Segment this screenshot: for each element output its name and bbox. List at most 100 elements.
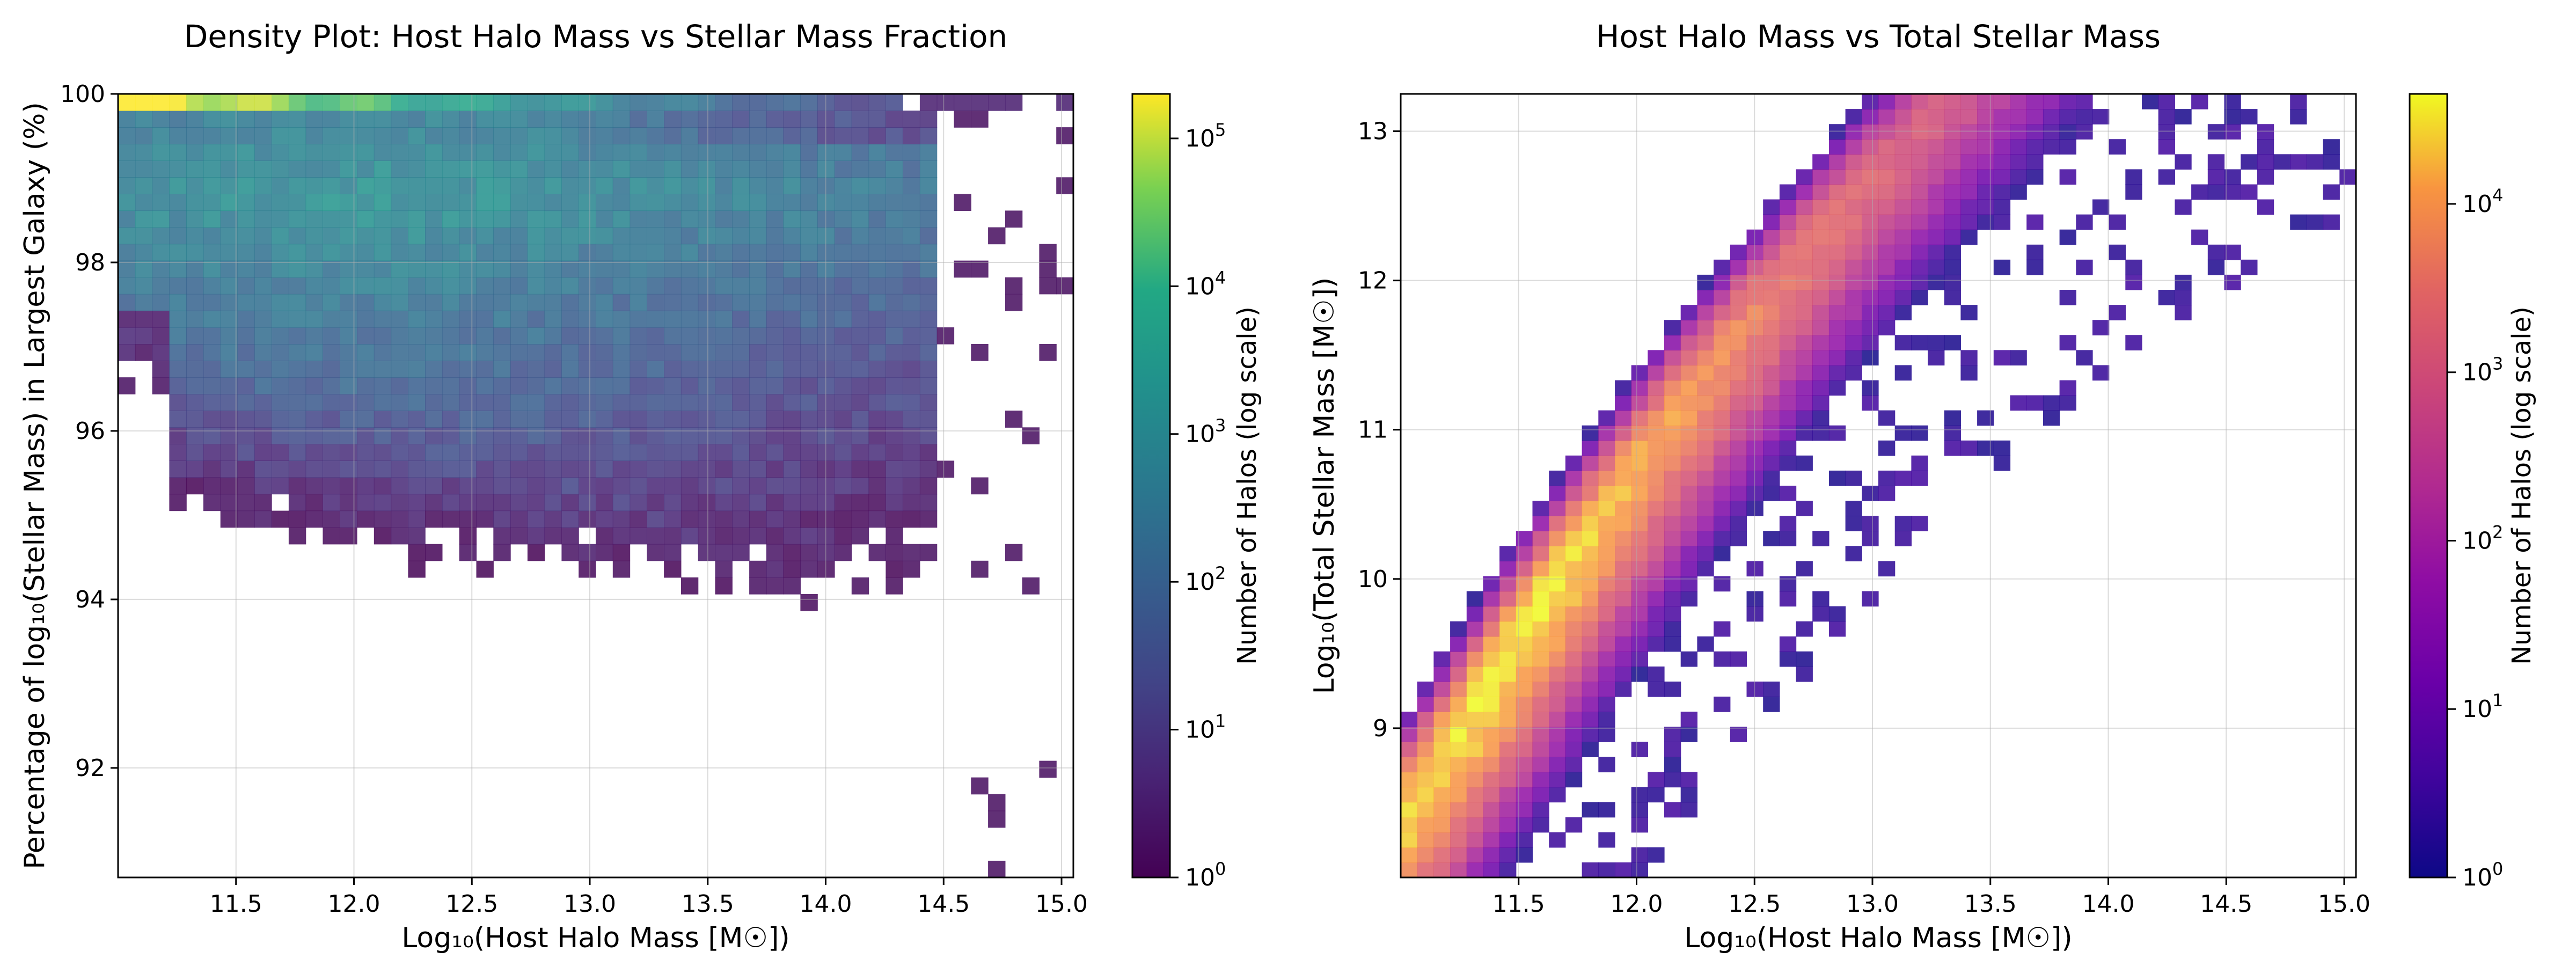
heatmap-cell [459, 94, 477, 111]
heatmap-cell [510, 327, 528, 345]
heatmap-cell [561, 394, 579, 411]
heatmap-cell [408, 411, 426, 428]
heatmap-cell [2109, 139, 2126, 155]
heatmap-cell [476, 144, 494, 161]
heatmap-cell [612, 460, 631, 478]
heatmap-cell [1615, 440, 1632, 456]
heatmap-cell [680, 160, 699, 178]
heatmap-cell [1450, 727, 1467, 742]
heatmap-cell [254, 127, 272, 144]
heatmap-cell [203, 344, 221, 361]
heatmap-cell [169, 427, 187, 444]
heatmap-cell [1730, 335, 1747, 350]
heatmap-cell [442, 260, 460, 278]
heatmap-cell [612, 411, 631, 428]
heatmap-cell [1714, 365, 1731, 381]
heatmap-cell [1417, 727, 1434, 742]
heatmap-cell [800, 94, 818, 111]
heatmap-cell [612, 127, 631, 144]
heatmap-cell [1598, 666, 1615, 682]
heatmap-cell [835, 444, 852, 461]
heatmap-cell [835, 510, 852, 528]
heatmap-cell [680, 460, 699, 478]
heatmap-cell [1960, 229, 1978, 245]
heatmap-cell [408, 494, 426, 511]
heatmap-cell [391, 277, 408, 295]
heatmap-cell [1680, 320, 1697, 335]
heatmap-cell [903, 444, 920, 461]
heatmap-cell [596, 111, 613, 128]
heatmap-cell [220, 460, 238, 478]
heatmap-cell [1812, 169, 1829, 185]
heatmap-cell [1499, 802, 1517, 818]
heatmap-cell [118, 127, 136, 144]
heatmap-cell [1532, 817, 1549, 833]
heatmap-cell [272, 394, 289, 411]
heatmap-cell [1878, 470, 1896, 486]
heatmap-cell [612, 260, 631, 278]
heatmap-cell [527, 477, 545, 495]
heatmap-cell [903, 361, 920, 378]
heatmap-cell [118, 177, 136, 194]
heatmap-cell [391, 260, 408, 278]
heatmap-cell [374, 127, 392, 144]
heatmap-cell [459, 260, 477, 278]
heatmap-cell [919, 510, 938, 528]
heatmap-cell [476, 477, 494, 495]
heatmap-cell [630, 227, 647, 245]
heatmap-cell [1779, 335, 1797, 350]
heatmap-cell [1532, 712, 1549, 727]
heatmap-cell [305, 361, 323, 378]
heatmap-cell [510, 510, 528, 528]
heatmap-cell [288, 344, 306, 361]
heatmap-cell [254, 361, 272, 378]
heatmap-cell [800, 460, 818, 478]
heatmap-cell [2076, 214, 2093, 230]
heatmap-cell [493, 510, 511, 528]
heatmap-cell [1450, 772, 1467, 788]
heatmap-cell [1928, 139, 1945, 155]
heatmap-cell [1450, 787, 1467, 803]
heatmap-cell [1466, 591, 1484, 607]
heatmap-cell [1746, 440, 1763, 456]
heatmap-cell [749, 460, 767, 478]
heatmap-cell [254, 310, 272, 328]
heatmap-cell [1582, 455, 1599, 471]
heatmap-cell [1779, 259, 1797, 275]
heatmap-cell [647, 194, 664, 211]
heatmap-cell [1828, 470, 1846, 486]
x-tick-label: 14.0 [800, 890, 852, 918]
heatmap-cell [919, 361, 938, 378]
y-tick-label: 98 [75, 249, 105, 276]
heatmap-cell [1483, 847, 1500, 863]
heatmap-cell [323, 444, 340, 461]
heatmap-cell [835, 544, 852, 561]
heatmap-cell [1631, 395, 1648, 411]
heatmap-cell [1516, 546, 1533, 561]
heatmap-cell [1516, 847, 1533, 863]
heatmap-cell [1878, 139, 1896, 155]
heatmap-cell [135, 294, 153, 311]
heatmap-cell [391, 227, 408, 245]
heatmap-cell [459, 510, 477, 528]
heatmap-cell [1993, 109, 2011, 125]
heatmap-cell [476, 377, 494, 394]
heatmap-cell [1993, 199, 2011, 215]
heatmap-cell [1401, 757, 1418, 773]
heatmap-cell [817, 377, 835, 394]
heatmap-cell [220, 227, 238, 245]
heatmap-cell [851, 310, 869, 328]
heatmap-cell [425, 127, 443, 144]
heatmap-cell [1664, 546, 1681, 561]
heatmap-cell [868, 260, 886, 278]
heatmap-cell [186, 111, 204, 128]
heatmap-cell [237, 361, 255, 378]
heatmap-cell [630, 344, 647, 361]
heatmap-cell [698, 327, 716, 345]
heatmap-cell [305, 394, 323, 411]
heatmap-cell [272, 460, 289, 478]
heatmap-cell [493, 277, 511, 295]
heatmap-cell [118, 160, 136, 178]
heatmap-cell [2059, 290, 2076, 305]
heatmap-cell [1499, 697, 1517, 712]
